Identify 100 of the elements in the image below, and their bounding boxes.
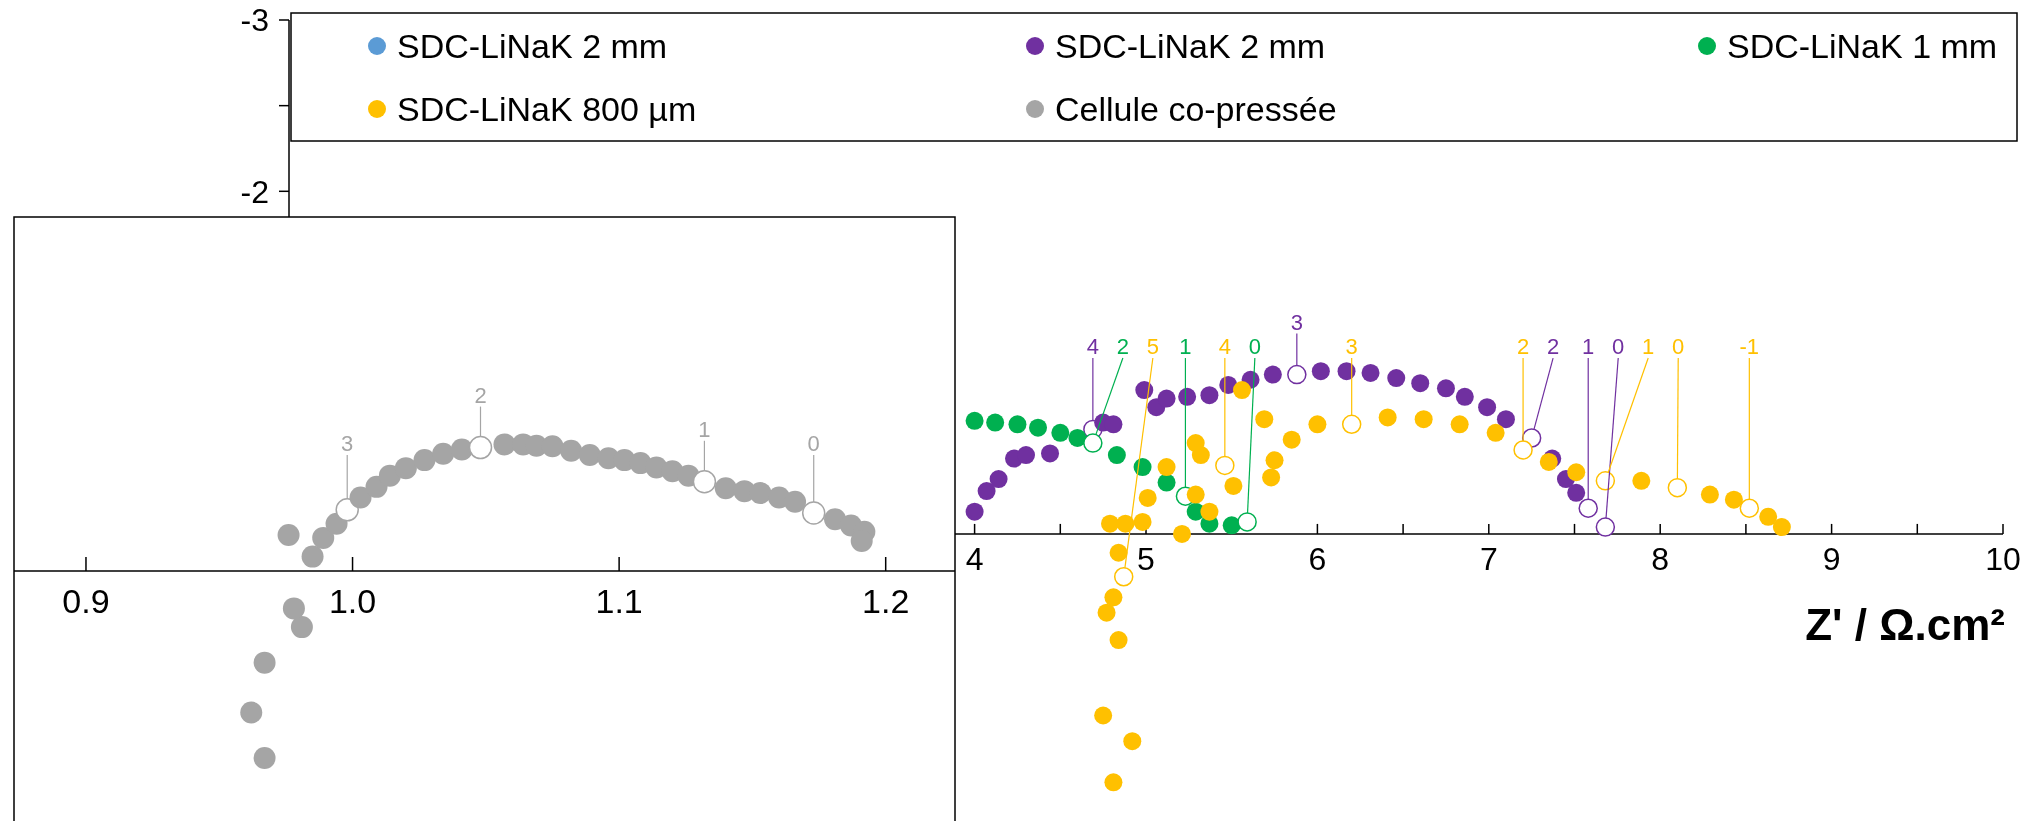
point xyxy=(977,482,996,501)
point xyxy=(253,747,276,769)
point xyxy=(1478,398,1497,417)
annotation: 0 xyxy=(1612,334,1625,360)
point xyxy=(1186,434,1205,453)
point xyxy=(1109,543,1128,562)
point xyxy=(1224,476,1243,495)
point xyxy=(1486,423,1505,442)
point xyxy=(1263,365,1282,384)
annotation: 1 xyxy=(698,416,711,442)
point xyxy=(541,435,564,458)
point xyxy=(1101,514,1120,533)
point xyxy=(784,490,807,513)
point xyxy=(282,597,305,620)
point xyxy=(1017,446,1036,465)
annotation: 1 xyxy=(1179,334,1192,360)
point xyxy=(1041,444,1060,463)
point xyxy=(1104,773,1123,792)
annotation: 2 xyxy=(1116,334,1129,360)
point xyxy=(1496,410,1515,429)
annotation: -1 xyxy=(1739,334,1760,360)
point xyxy=(1157,473,1176,492)
x-tick-label: 6 xyxy=(1308,540,1327,577)
point xyxy=(1265,451,1284,470)
point xyxy=(349,486,372,509)
point xyxy=(394,457,417,480)
point xyxy=(413,449,436,472)
point xyxy=(1450,415,1469,434)
point xyxy=(253,651,276,674)
point xyxy=(965,411,984,430)
annotation: 3 xyxy=(1290,309,1303,335)
x-tick-label: 8 xyxy=(1651,540,1670,577)
point xyxy=(1513,440,1533,460)
point xyxy=(1282,430,1301,449)
point xyxy=(1215,455,1235,476)
point xyxy=(1341,414,1362,435)
annotation: 1 xyxy=(1582,334,1595,360)
point xyxy=(1051,423,1070,442)
point xyxy=(1237,512,1257,532)
point xyxy=(1378,408,1397,427)
point xyxy=(1361,363,1380,382)
point xyxy=(1104,588,1123,607)
point xyxy=(1109,631,1128,650)
point xyxy=(1133,512,1152,531)
point xyxy=(1724,490,1743,509)
point xyxy=(1029,418,1048,437)
point xyxy=(692,470,717,494)
point xyxy=(1436,379,1455,398)
point xyxy=(1337,362,1356,381)
x-axis-title: Z' / Ω.cm² xyxy=(1805,600,2005,649)
x-tick-label: 1.0 xyxy=(328,582,377,620)
point xyxy=(1107,446,1126,465)
point xyxy=(277,523,300,546)
point xyxy=(1539,452,1558,471)
annotation: 2 xyxy=(474,382,487,408)
point xyxy=(290,616,313,639)
point xyxy=(1083,433,1103,453)
annotation: 3 xyxy=(341,431,354,456)
point xyxy=(1123,732,1142,751)
point xyxy=(1287,364,1307,385)
point xyxy=(1186,485,1205,504)
point xyxy=(1411,374,1430,393)
point xyxy=(714,477,737,500)
point xyxy=(1178,387,1197,406)
point xyxy=(1222,516,1241,535)
point xyxy=(749,482,772,505)
point xyxy=(301,545,324,568)
point xyxy=(1068,428,1087,447)
point xyxy=(965,502,984,521)
point xyxy=(1595,471,1616,491)
annotation: 0 xyxy=(807,431,820,456)
point xyxy=(1138,488,1157,507)
annotation: 2 xyxy=(1546,334,1560,360)
point xyxy=(1567,483,1586,502)
x-tick-label: 7 xyxy=(1479,540,1498,577)
x-tick-label: 5 xyxy=(1137,540,1155,577)
point xyxy=(1157,389,1176,408)
annotation: 3 xyxy=(1345,334,1358,360)
point xyxy=(1262,468,1281,487)
point xyxy=(1759,507,1778,526)
point xyxy=(1008,415,1027,434)
point xyxy=(1387,369,1406,388)
annotation: 5 xyxy=(1146,334,1159,360)
x-tick-label: 1.1 xyxy=(595,582,643,620)
point xyxy=(989,470,1008,489)
y-tick-label: -2 xyxy=(240,173,269,210)
point xyxy=(578,444,601,467)
legend-label: SDC-LiNaK 2 mm xyxy=(397,26,668,65)
point xyxy=(986,413,1005,432)
point xyxy=(335,498,359,522)
point xyxy=(1135,381,1154,400)
point xyxy=(493,433,516,456)
point xyxy=(1232,381,1251,400)
x-tick-label: 9 xyxy=(1822,540,1841,577)
annotation: 2 xyxy=(1516,334,1530,360)
point xyxy=(1094,706,1113,725)
legend-label: Cellule co-pressée xyxy=(1055,89,1337,128)
legend-label: SDC-LiNaK 1 mm xyxy=(1727,26,1998,65)
legend-label: SDC-LiNaK 800 µm xyxy=(397,89,697,128)
annotation: 0 xyxy=(1672,334,1685,360)
